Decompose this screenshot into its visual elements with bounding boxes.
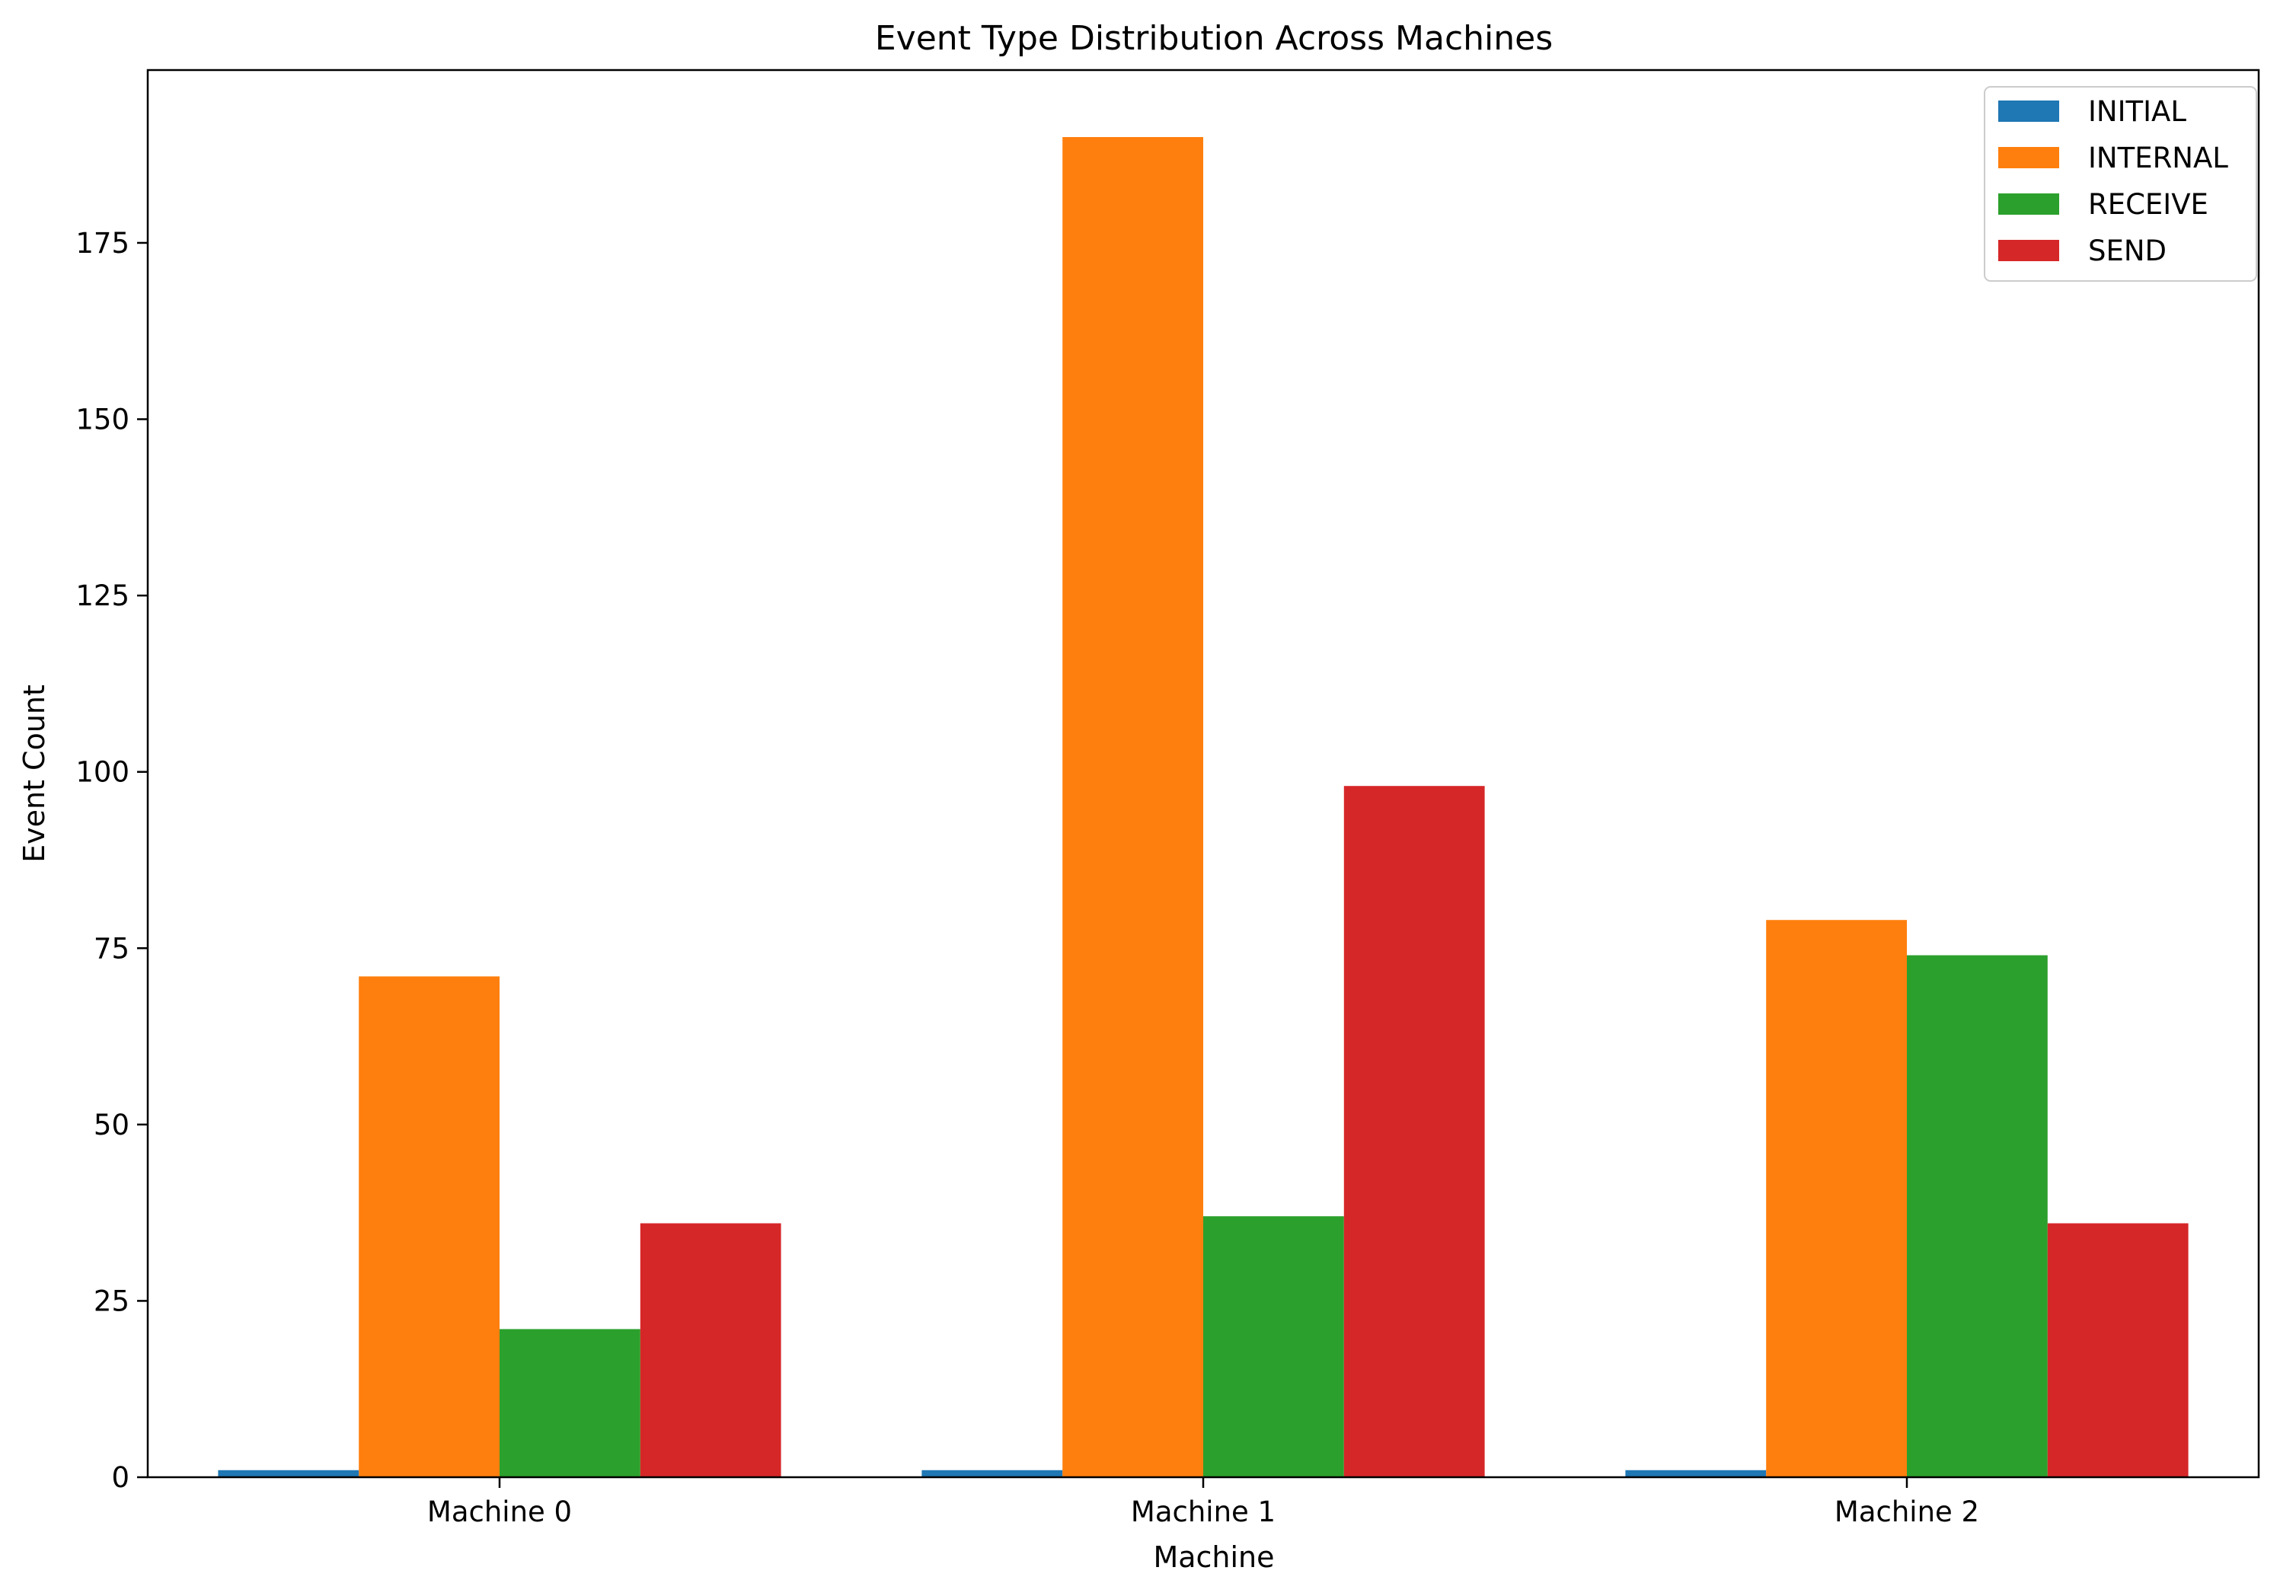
plot-area-frame <box>146 69 2260 1479</box>
y-tick-label: 100 <box>75 756 129 789</box>
bar-internal-machine-0 <box>359 976 500 1477</box>
y-tick-label: 0 <box>111 1461 129 1494</box>
x-tick-label: Machine 0 <box>427 1495 572 1528</box>
x-axis-ticks: Machine 0 Machine 1 Machine 2 <box>427 1477 1979 1528</box>
legend-label-send: SEND <box>2088 235 2167 267</box>
legend-swatch-receive <box>1998 193 2059 215</box>
legend-label-initial: INITIAL <box>2088 95 2186 128</box>
bar-initial-machine-0 <box>218 1470 359 1477</box>
legend-swatch-internal <box>1998 147 2059 168</box>
bar-send-machine-1 <box>1343 786 1485 1477</box>
legend-label-internal: INTERNAL <box>2088 142 2228 174</box>
x-axis-label: Machine <box>1153 1540 1274 1574</box>
chart-title: Event Type Distribution Across Machines <box>875 19 1553 58</box>
legend: INITIAL INTERNAL RECEIVE SEND <box>1984 86 2257 282</box>
y-axis-ticks: 0 25 50 75 100 125 150 175 <box>75 227 148 1494</box>
y-axis-label: Event Count <box>18 685 51 863</box>
bar-initial-machine-1 <box>921 1470 1063 1477</box>
y-tick-label: 50 <box>94 1109 129 1141</box>
legend-box <box>1984 86 2257 282</box>
bar-series-group <box>218 137 2189 1477</box>
bar-receive-machine-2 <box>1907 955 2048 1477</box>
x-tick-label: Machine 1 <box>1131 1495 1276 1528</box>
y-tick-label: 175 <box>75 227 129 260</box>
x-tick-label: Machine 2 <box>1835 1495 1979 1528</box>
legend-swatch-initial <box>1998 101 2059 122</box>
bar-internal-machine-1 <box>1062 137 1203 1477</box>
bar-send-machine-2 <box>2047 1223 2189 1477</box>
bar-initial-machine-2 <box>1625 1470 1767 1477</box>
bar-receive-machine-1 <box>1203 1216 1344 1477</box>
bar-internal-machine-2 <box>1766 920 1907 1477</box>
y-tick-label: 125 <box>75 579 129 612</box>
bar-send-machine-0 <box>640 1223 781 1477</box>
legend-swatch-send <box>1998 240 2059 261</box>
y-tick-label: 150 <box>75 404 129 436</box>
y-tick-label: 25 <box>94 1285 129 1317</box>
y-tick-label: 75 <box>94 932 129 965</box>
legend-label-receive: RECEIVE <box>2088 188 2208 221</box>
bar-receive-machine-0 <box>500 1329 640 1477</box>
